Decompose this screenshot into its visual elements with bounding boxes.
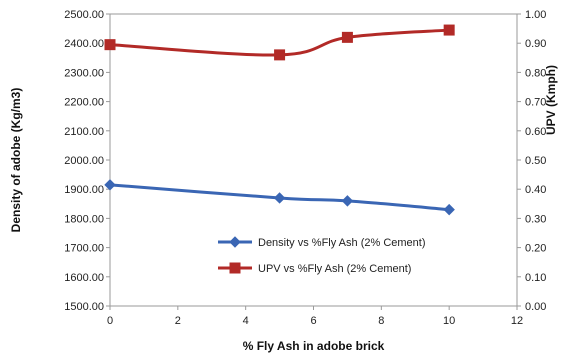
right-tick-label: 0.70 (525, 97, 546, 109)
x-axis-ticks: 0 2 4 6 8 10 12 (107, 306, 523, 327)
series-line (109, 28, 450, 57)
x-tick-label: 12 (511, 315, 523, 327)
left-tick-label: 1800.00 (64, 213, 104, 225)
left-tick-label: 2500.00 (64, 9, 104, 21)
series-line (109, 183, 450, 212)
x-tick-label: 4 (243, 315, 249, 327)
x-tick-label: 10 (443, 315, 455, 327)
right-axis-title: UPV (Kmph) (544, 65, 558, 135)
right-tick-label: 0.30 (525, 213, 546, 225)
plot-area (109, 13, 518, 307)
right-tick-label: 1.00 (525, 9, 546, 21)
x-tick-label: 2 (175, 315, 181, 327)
data-point (104, 39, 116, 51)
legend-label: UPV vs %Fly Ash (2% Cement) (258, 263, 411, 275)
legend-label: Density vs %Fly Ash (2% Cement) (258, 237, 426, 249)
x-tick-label: 8 (378, 315, 384, 327)
right-axis-ticks: 0.00 0.10 0.20 0.30 0.40 0.50 0.60 0.70 0.80 0.90… (517, 9, 546, 313)
right-tick-label: 0.20 (525, 243, 546, 255)
right-tick-label: 0.80 (525, 67, 546, 79)
series-1 (104, 24, 455, 61)
data-point (104, 179, 116, 191)
left-tick-label: 1600.00 (64, 272, 104, 284)
right-tick-label: 0.50 (525, 155, 546, 167)
legend-swatch-marker (229, 262, 241, 274)
right-tick-label: 0.60 (525, 126, 546, 138)
right-tick-label: 0.10 (525, 272, 546, 284)
x-tick-label: 6 (310, 315, 316, 327)
data-point (443, 24, 455, 36)
data-point (273, 192, 286, 204)
data-point (443, 203, 455, 216)
right-tick-label: 0.00 (525, 301, 546, 313)
left-tick-label: 1700.00 (64, 243, 104, 255)
legend-swatch-marker (229, 236, 241, 248)
left-tick-label: 1900.00 (64, 184, 104, 196)
series-layer (104, 24, 455, 216)
left-tick-label: 1500.00 (64, 301, 104, 313)
left-tick-label: 2000.00 (64, 155, 104, 167)
left-tick-label: 2300.00 (64, 67, 104, 79)
right-tick-label: 0.90 (525, 38, 546, 50)
x-axis-title: % Fly Ash in adobe brick (243, 339, 385, 353)
left-axis-title: Density of adobe (Kg/m3) (9, 88, 23, 233)
left-tick-label: 2200.00 (64, 97, 104, 109)
left-tick-label: 2100.00 (64, 126, 104, 138)
right-tick-label: 0.40 (525, 184, 546, 196)
left-tick-label: 2400.00 (64, 38, 104, 50)
data-point (341, 31, 353, 43)
legend: Density vs %Fly Ash (2% Cement) UPV vs %F… (218, 236, 426, 275)
left-axis-ticks: 1500.00 1600.00 1700.00 1800.00 1900.00 2000.… (64, 9, 110, 313)
data-point (341, 195, 354, 207)
data-point (274, 49, 286, 61)
x-tick-label: 0 (107, 315, 113, 327)
series-0 (104, 179, 455, 216)
